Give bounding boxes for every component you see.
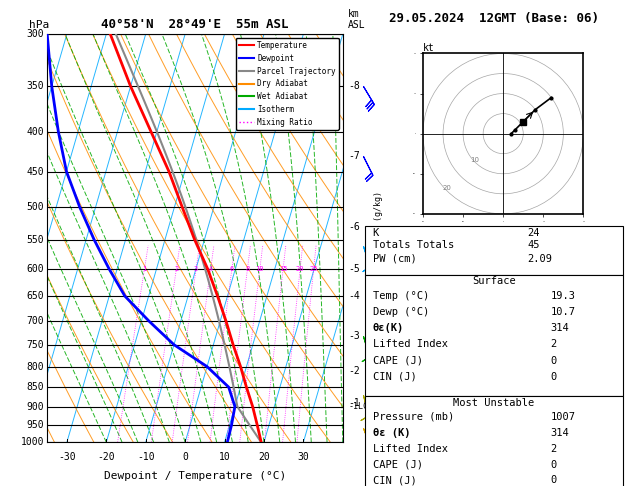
Text: PW (cm): PW (cm) [372,254,416,264]
Text: Surface: Surface [472,276,516,286]
Text: 2: 2 [174,266,179,272]
Text: 0: 0 [550,475,557,486]
Text: 450: 450 [26,167,44,176]
Text: 10: 10 [255,266,264,272]
Text: 24: 24 [527,228,540,239]
Text: -7: -7 [348,151,360,161]
Text: 950: 950 [26,420,44,430]
Text: K: K [372,228,379,239]
Text: -4: -4 [348,291,360,301]
Text: 0: 0 [550,356,557,365]
Text: 0: 0 [550,460,557,469]
Text: km
ASL: km ASL [348,9,365,30]
Text: -1LCL: -1LCL [348,402,374,411]
Text: 650: 650 [26,291,44,301]
Text: 400: 400 [26,126,44,137]
Text: kt: kt [423,43,435,52]
Text: 700: 700 [26,316,44,326]
Text: 45: 45 [527,240,540,250]
Text: 20: 20 [443,185,452,191]
Text: -2: -2 [348,366,360,376]
Text: 10.7: 10.7 [550,307,576,317]
Text: -5: -5 [348,264,360,274]
Text: CIN (J): CIN (J) [372,372,416,382]
Text: 3: 3 [194,266,198,272]
Text: 550: 550 [26,235,44,244]
Text: 0: 0 [550,372,557,382]
Text: Dewp (°C): Dewp (°C) [372,307,429,317]
Text: Dewpoint / Temperature (°C): Dewpoint / Temperature (°C) [104,471,286,481]
Text: 500: 500 [26,202,44,212]
Text: 900: 900 [26,401,44,412]
Text: 29.05.2024  12GMT (Base: 06): 29.05.2024 12GMT (Base: 06) [389,12,599,25]
Text: Mixing Ratio (g/kg): Mixing Ratio (g/kg) [374,191,383,286]
Text: CAPE (J): CAPE (J) [372,356,423,365]
Text: 6: 6 [230,266,234,272]
Bar [365,226,623,275]
Text: -6: -6 [348,222,360,232]
Text: hPa: hPa [30,20,50,30]
Text: 2: 2 [550,339,557,349]
Text: 1007: 1007 [550,412,576,422]
Text: 10: 10 [219,452,230,463]
Text: θε(K): θε(K) [372,323,404,333]
Text: -20: -20 [97,452,115,463]
Text: 1000: 1000 [21,437,44,447]
Text: 0: 0 [182,452,188,463]
Text: Totals Totals: Totals Totals [372,240,454,250]
Text: 350: 350 [26,81,44,91]
Text: Lifted Index: Lifted Index [372,339,448,349]
Text: 314: 314 [550,323,569,333]
Text: 1: 1 [142,266,147,272]
Text: 2: 2 [550,444,557,454]
Text: 20: 20 [296,266,304,272]
Title: 40°58'N  28°49'E  55m ASL: 40°58'N 28°49'E 55m ASL [101,18,289,32]
Text: 750: 750 [26,340,44,350]
Text: 8: 8 [245,266,250,272]
Text: Most Unstable: Most Unstable [453,398,535,408]
Text: 10: 10 [470,156,480,163]
Legend: Temperature, Dewpoint, Parcel Trajectory, Dry Adiabat, Wet Adiabat, Isotherm, Mi: Temperature, Dewpoint, Parcel Trajectory… [236,38,339,130]
Text: 15: 15 [279,266,287,272]
Text: -30: -30 [58,452,75,463]
Text: CIN (J): CIN (J) [372,475,416,486]
Text: 850: 850 [26,382,44,392]
Text: 800: 800 [26,362,44,372]
Text: θε (K): θε (K) [372,428,410,438]
Text: 20: 20 [258,452,270,463]
Text: 314: 314 [550,428,569,438]
Text: -8: -8 [348,81,360,91]
Text: -1: -1 [348,398,360,408]
Text: 2.09: 2.09 [527,254,552,264]
Text: 25: 25 [309,266,318,272]
Text: -10: -10 [137,452,155,463]
Text: 4: 4 [208,266,213,272]
Text: 30: 30 [298,452,309,463]
Text: Pressure (mb): Pressure (mb) [372,412,454,422]
Text: 19.3: 19.3 [550,291,576,301]
Text: Lifted Index: Lifted Index [372,444,448,454]
Text: Temp (°C): Temp (°C) [372,291,429,301]
Text: CAPE (J): CAPE (J) [372,460,423,469]
Bar [365,396,623,486]
Text: 600: 600 [26,264,44,274]
Text: 300: 300 [26,29,44,39]
Bar [365,275,623,396]
Text: -3: -3 [348,330,360,341]
